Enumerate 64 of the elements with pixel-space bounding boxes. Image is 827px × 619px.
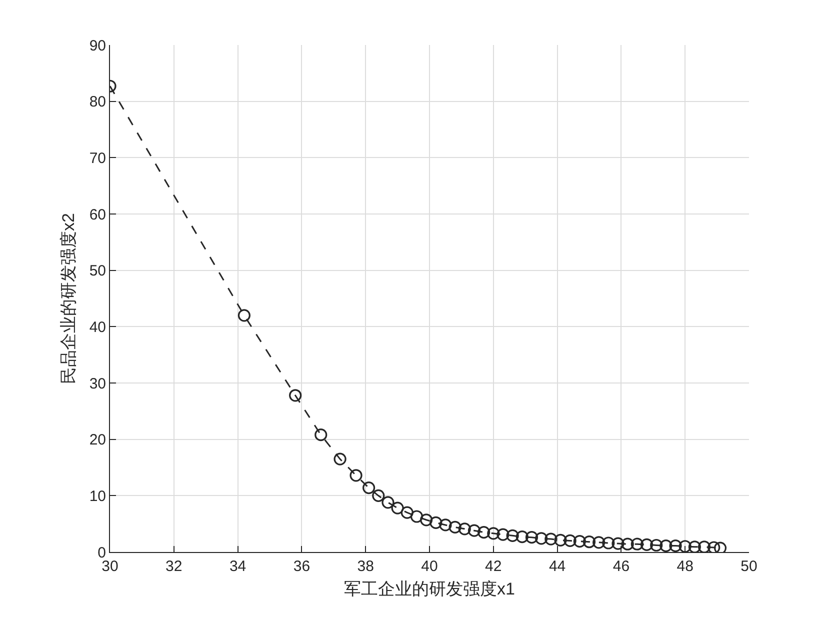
point	[660, 540, 672, 552]
point	[592, 536, 606, 549]
y-tick-label: 70	[89, 150, 106, 167]
y-tick-label: 80	[89, 94, 106, 111]
point	[238, 309, 250, 322]
point	[439, 518, 452, 532]
point	[400, 506, 414, 519]
point	[350, 469, 362, 482]
x-tick-label: 48	[676, 558, 694, 575]
point	[487, 527, 500, 540]
x-tick-label: 38	[357, 558, 374, 575]
point	[630, 538, 644, 550]
y-tick-label: 60	[89, 206, 106, 224]
y-axis-title: 民品企业的研发强度x2	[58, 213, 78, 384]
point	[458, 522, 471, 536]
x-tick-label: 44	[548, 558, 566, 575]
point	[506, 529, 519, 542]
point	[468, 524, 481, 537]
point	[640, 538, 654, 551]
x-tick-label: 34	[229, 558, 246, 575]
point	[314, 428, 328, 442]
point	[554, 534, 567, 546]
point	[372, 489, 385, 502]
point	[496, 528, 510, 541]
point	[410, 510, 424, 523]
x-tick-label: 36	[293, 558, 310, 575]
point	[478, 526, 490, 539]
x-axis-title: 军工企业的研发强度x1	[344, 579, 515, 598]
y-tick-label: 50	[89, 262, 106, 280]
point	[525, 531, 538, 544]
y-tick-label: 40	[89, 318, 106, 336]
point	[650, 538, 663, 552]
point	[535, 532, 548, 545]
point	[688, 540, 701, 552]
point	[564, 534, 576, 548]
point	[678, 540, 692, 552]
point	[573, 535, 586, 548]
point	[612, 537, 624, 550]
x-tick-label: 42	[485, 558, 502, 575]
point	[334, 452, 346, 466]
point	[391, 502, 404, 514]
y-tick-label: 20	[89, 432, 106, 449]
point	[621, 538, 634, 550]
point	[420, 514, 433, 526]
point	[448, 520, 462, 534]
x-tick-label: 50	[740, 558, 758, 575]
point	[714, 542, 727, 552]
point	[516, 530, 528, 544]
point	[582, 536, 596, 548]
y-tick-label: 90	[89, 37, 106, 54]
point	[289, 389, 302, 402]
y-tick-label: 30	[89, 375, 106, 392]
point	[602, 536, 615, 550]
x-tick-label: 32	[166, 558, 182, 575]
x-tick-label: 46	[612, 558, 630, 575]
point	[382, 496, 394, 509]
x-tick-label: 40	[421, 558, 438, 575]
point	[698, 540, 711, 552]
point	[362, 481, 376, 494]
y-tick-label: 10	[89, 488, 106, 505]
point	[669, 540, 682, 552]
point	[708, 541, 720, 552]
point	[430, 516, 442, 530]
point	[544, 532, 558, 546]
